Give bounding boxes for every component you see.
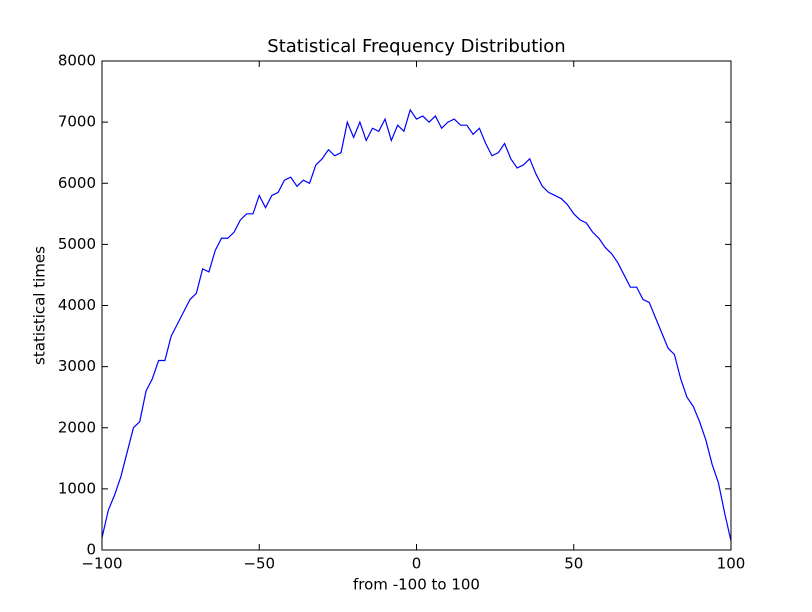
y-tick-label: 8000 xyxy=(58,52,96,70)
y-tick-label: 4000 xyxy=(58,296,96,314)
y-tick-label: 2000 xyxy=(58,418,96,436)
x-axis-label: from -100 to 100 xyxy=(353,576,480,594)
y-tick-label: 6000 xyxy=(58,174,96,192)
data-line xyxy=(101,108,732,541)
plot-frame xyxy=(101,60,732,551)
y-tick-label: 0 xyxy=(86,541,96,559)
x-tick-label: −100 xyxy=(81,555,122,573)
y-tick-label: 3000 xyxy=(58,357,96,375)
x-tick-label: 100 xyxy=(717,555,746,573)
y-axis-label: statistical times xyxy=(31,246,49,365)
x-tick-label: 0 xyxy=(412,555,422,573)
y-tick-label: 1000 xyxy=(58,479,96,497)
x-tick-label: 50 xyxy=(564,555,583,573)
x-tick-label: −50 xyxy=(243,555,275,573)
y-tick-label: 5000 xyxy=(58,235,96,253)
chart-title: Statistical Frequency Distribution xyxy=(267,36,565,57)
y-tick-label: 7000 xyxy=(58,113,96,131)
